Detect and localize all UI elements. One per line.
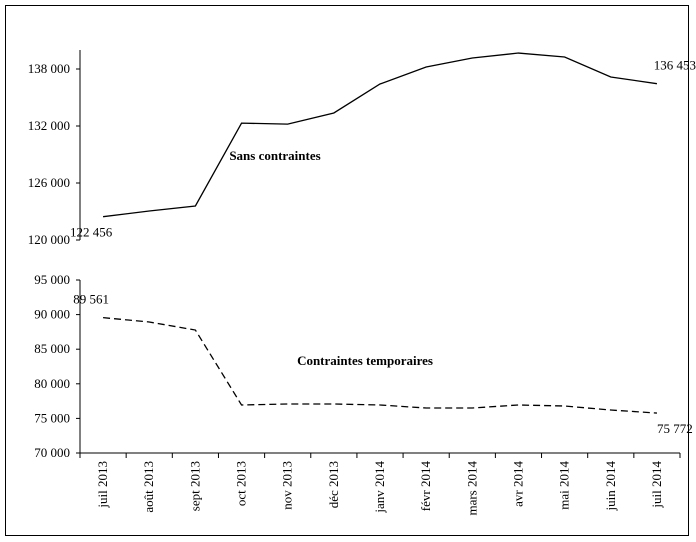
x-tick-label: avr 2014 [510,461,525,507]
y-tick-label: 95 000 [34,272,70,287]
y-tick-label: 90 000 [34,307,70,322]
annotation: Contraintes temporaires [297,353,433,368]
y-tick-label: 138 000 [28,61,70,76]
data-label: 75 772 [657,421,693,436]
x-tick-label: mars 2014 [464,461,479,516]
x-tick-label: août 2013 [141,461,156,513]
series-line [103,316,657,414]
data-label: 89 561 [73,292,109,307]
series-line [102,52,658,218]
frame [5,5,689,536]
x-tick-label: févr 2014 [418,461,433,512]
x-tick-label: juil 2014 [649,461,664,509]
y-tick-label: 120 000 [28,232,70,247]
x-tick-label: nov 2013 [280,461,295,510]
x-tick-label: déc 2013 [326,461,341,508]
data-label: 136 453 [654,58,696,73]
y-tick-label: 126 000 [28,175,70,190]
y-tick-label: 80 000 [34,376,70,391]
y-tick-label: 70 000 [34,445,70,460]
x-tick-label: oct 2013 [234,461,249,506]
y-tick-label: 75 000 [34,410,70,425]
y-tick-label: 132 000 [28,118,70,133]
x-tick-label: janv 2014 [372,461,387,514]
x-tick-label: juin 2014 [603,461,618,512]
data-label: 122 456 [70,225,113,240]
annotation: Sans contraintes [229,148,320,163]
y-tick-label: 85 000 [34,341,70,356]
x-tick-label: sept 2013 [187,461,202,511]
x-tick-label: mai 2014 [557,461,572,510]
x-tick-label: juil 2013 [95,461,110,509]
